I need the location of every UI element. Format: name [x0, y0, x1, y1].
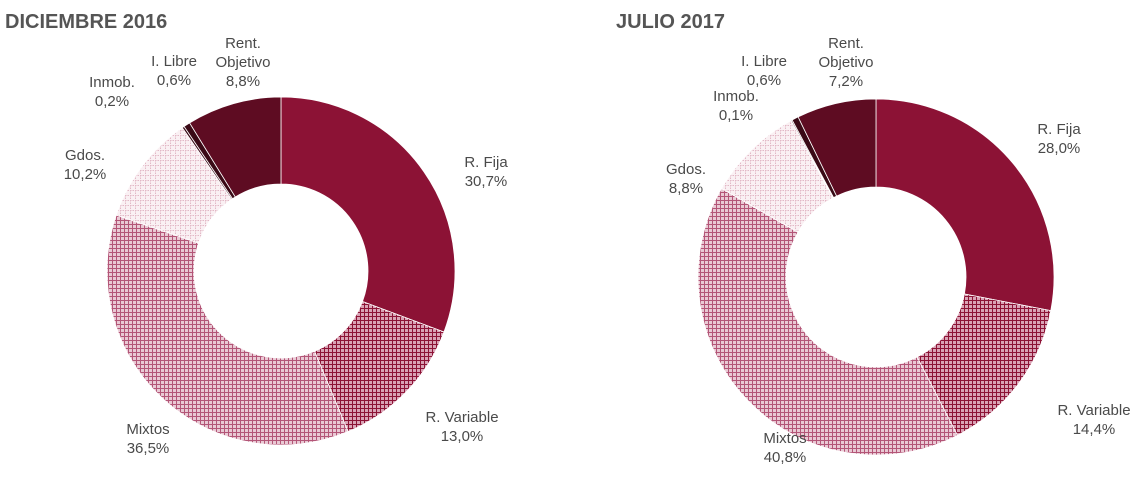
slice-mixtos [106, 214, 349, 446]
label-name-mixtos: Mixtos [763, 430, 806, 447]
label-value-gdos: 10,2% [64, 166, 107, 183]
donut-dic-2016 [106, 96, 456, 446]
label-value-inmob: 0,2% [95, 93, 129, 110]
label-value-mixtos: 36,5% [127, 440, 170, 457]
label-name-r-variable: R. Variable [425, 409, 498, 426]
label-name-i-libre: I. Libre [151, 53, 197, 70]
label-value-gdos: 8,8% [669, 180, 703, 197]
label-name-r-variable: R. Variable [1057, 402, 1130, 419]
label-name-rent-line2: Objetivo [215, 54, 270, 71]
label-name-gdos: Gdos. [666, 161, 706, 178]
slice-rent-objetivo [797, 98, 877, 197]
label-name-r-fija: R. Fija [1037, 121, 1081, 138]
label-value-i-libre: 0,6% [157, 72, 191, 89]
label-name-rent-line1: Rent. [225, 35, 261, 52]
label-value-mixtos: 40,8% [764, 449, 807, 466]
label-name-gdos: Gdos. [65, 147, 105, 164]
label-name-inmob: Inmob. [713, 88, 759, 105]
label-name-mixtos: Mixtos [126, 421, 169, 438]
slice-r-fija [875, 98, 1055, 312]
label-value-i-libre: 0,6% [747, 72, 781, 89]
label-value-rent-objetivo: 8,8% [226, 73, 260, 90]
label-value-r-variable: 14,4% [1073, 421, 1116, 438]
label-name-rent-line2: Objetivo [818, 54, 873, 71]
label-value-r-fija: 30,7% [465, 173, 508, 190]
chart-title-dic-2016: DICIEMBRE 2016 [5, 11, 167, 33]
label-name-i-libre: I. Libre [741, 53, 787, 70]
label-value-r-variable: 13,0% [441, 428, 484, 445]
label-name-r-fija: R. Fija [464, 154, 508, 171]
labels-dic-2016: R. Fija 30,7% R. Variable 13,0% Mixtos 3… [64, 35, 509, 457]
chart-title-jul-2017: JULIO 2017 [616, 11, 725, 33]
labels-jul-2017: R. Fija 28,0% R. Variable 14,4% Mixtos 4… [666, 35, 1131, 466]
label-value-r-fija: 28,0% [1038, 140, 1081, 157]
slice-mixtos [697, 187, 958, 456]
slice-r-fija [280, 96, 456, 333]
label-value-inmob: 0,1% [719, 107, 753, 124]
slice-rent-objetivo [189, 96, 282, 198]
donut-jul-2017 [697, 98, 1055, 456]
label-name-rent-line1: Rent. [828, 35, 864, 52]
label-value-rent-objetivo: 7,2% [829, 73, 863, 90]
label-name-inmob: Inmob. [89, 74, 135, 91]
